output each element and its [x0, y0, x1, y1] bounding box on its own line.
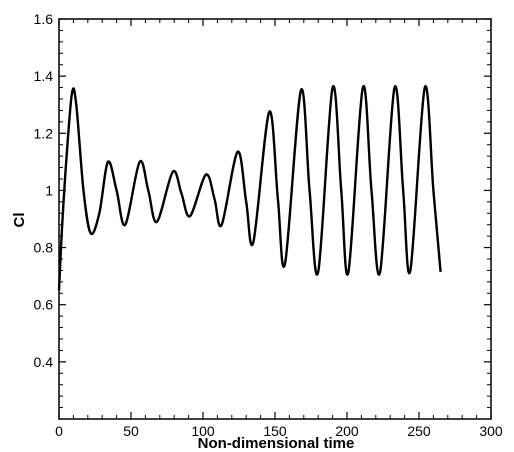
x-tick-label: 300	[479, 423, 503, 439]
x-tick-label: 0	[55, 423, 63, 439]
y-tick-label: 0.8	[34, 240, 54, 256]
x-tick-label: 200	[335, 423, 359, 439]
x-axis-title: Non-dimensional time	[198, 435, 355, 452]
y-tick-label: 1.6	[34, 11, 54, 27]
x-tick-label: 250	[407, 423, 431, 439]
x-tick-label: 100	[191, 423, 215, 439]
axes	[58, 18, 492, 420]
ticks	[58, 18, 492, 419]
plot-frame	[58, 18, 492, 420]
y-tick-label: 1.2	[34, 125, 54, 141]
x-tick-label: 50	[123, 423, 139, 439]
y-tick-label: 0.4	[34, 354, 54, 370]
y-tick-label: 1	[45, 182, 53, 198]
series-layer	[57, 84, 442, 291]
y-tick-label: 1.4	[34, 68, 54, 84]
cl-series-line	[57, 84, 442, 291]
y-axis-title: Cl	[11, 213, 28, 228]
y-tick-label: 0.6	[34, 297, 54, 313]
tick-labels: 0 50 100 150 200 250 300 0.4 0.6 0.8 1 1.2 1.4 1.6	[34, 11, 503, 439]
x-tick-label: 150	[263, 423, 287, 439]
